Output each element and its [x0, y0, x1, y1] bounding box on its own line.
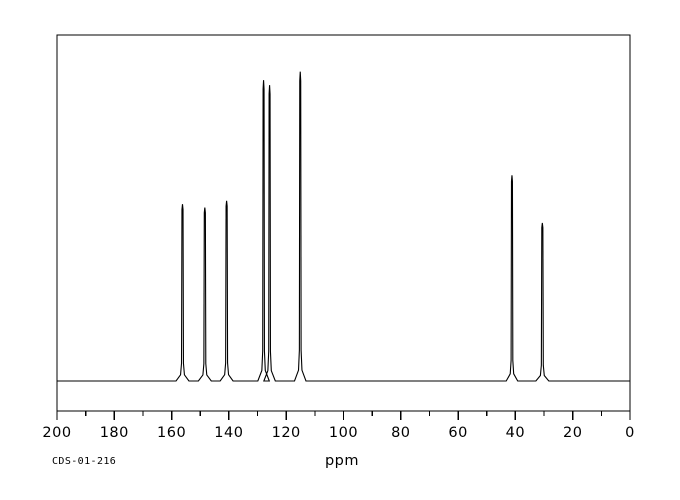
- tick-label: 60: [448, 425, 467, 441]
- plot-frame: [56, 34, 631, 411]
- spectrum-trace-group: [57, 71, 630, 382]
- tick-label: 140: [214, 425, 243, 441]
- tick-label: 0: [625, 425, 635, 441]
- plot-border: [56, 34, 631, 411]
- tick-label: 160: [157, 425, 186, 441]
- tick-label: 100: [329, 425, 358, 441]
- tick-label: 40: [506, 425, 525, 441]
- tick-label: 180: [100, 425, 129, 441]
- tick-label: 200: [42, 425, 71, 441]
- tick-label: 120: [272, 425, 301, 441]
- tick-label: 20: [563, 425, 582, 441]
- x-axis-title: ppm: [325, 453, 359, 469]
- tick-label: 80: [391, 425, 410, 441]
- spectrum-trace: [57, 71, 630, 382]
- sample-id-caption: CDS-01-216: [52, 456, 116, 467]
- x-axis-tick-labels: 200 180 160 140 120 100 80 60 40 20 0: [42, 425, 634, 441]
- x-axis-ticks: [56, 411, 631, 420]
